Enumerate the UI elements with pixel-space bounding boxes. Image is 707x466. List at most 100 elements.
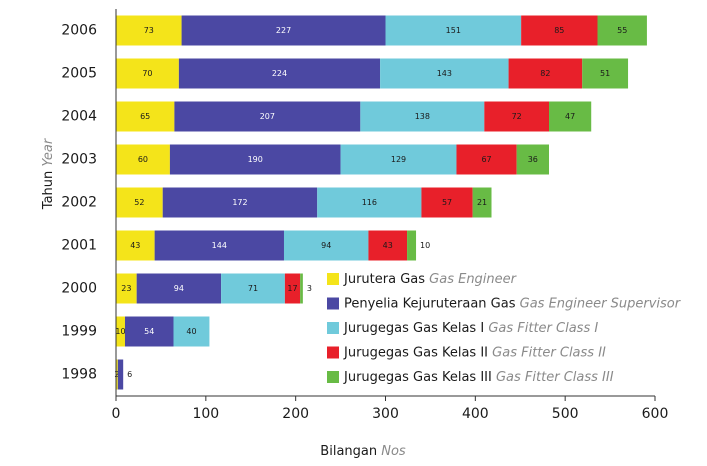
bar-segment: [300, 273, 303, 304]
value-label: 67: [481, 155, 491, 164]
value-label: 21: [477, 198, 487, 207]
value-label: 6: [127, 370, 132, 379]
legend-swatch: [327, 273, 339, 285]
x-tick-label: 600: [642, 406, 669, 422]
bar-segment: [116, 58, 179, 89]
bar-segment: [597, 15, 647, 46]
y-tick-label: 2006: [61, 23, 97, 39]
bar-segment: [284, 273, 301, 304]
bar-segment: [116, 359, 118, 390]
bar-segment: [283, 230, 369, 261]
legend-swatch: [327, 322, 339, 334]
value-label: 129: [391, 155, 406, 164]
value-label: 224: [272, 69, 287, 78]
bar-segment: [456, 144, 517, 175]
value-label: 10: [115, 327, 125, 336]
value-label: 73: [144, 26, 154, 35]
y-tick-label: 2002: [61, 195, 97, 211]
value-label: 52: [134, 198, 144, 207]
value-label: 144: [212, 241, 227, 250]
legend-name-en: Gas Engineer: [429, 272, 517, 287]
bar-segment: [116, 144, 170, 175]
bar-segment: [117, 359, 124, 390]
legend-name-en: Gas Fitter Class II: [492, 345, 606, 360]
value-label: 143: [437, 69, 452, 78]
value-label: 10: [420, 241, 430, 250]
bar-segment: [407, 230, 417, 261]
value-label: 65: [140, 112, 150, 121]
value-label: 116: [362, 198, 377, 207]
value-label: 70: [142, 69, 152, 78]
value-label: 17: [287, 284, 297, 293]
legend-entry: Penyelia Kejuruteraan Gas Gas Engineer S…: [344, 296, 682, 311]
y-tick-label: 2003: [61, 152, 97, 168]
legend-swatch: [327, 346, 339, 359]
y-label-text: Tahun: [41, 171, 56, 210]
y-tick-label: 2005: [61, 66, 97, 82]
bar-segment: [340, 144, 457, 175]
legend-name-en: Gas Engineer Supervisor: [520, 296, 682, 311]
x-label-text: Bilangan: [320, 444, 377, 459]
legend-swatch: [327, 297, 339, 310]
bar-segment: [116, 273, 137, 304]
y-tick-label: 2000: [61, 281, 97, 297]
value-label: 60: [138, 155, 148, 164]
value-label: 151: [446, 26, 461, 35]
bar-segment: [181, 15, 386, 46]
bar-segment: [116, 101, 175, 132]
y-tick-label: 1999: [61, 324, 97, 340]
value-label: 227: [276, 26, 291, 35]
bar-segment: [178, 58, 381, 89]
value-label: 23: [121, 284, 131, 293]
bar-segment: [116, 15, 182, 46]
x-axis-label: Bilangan Nos: [320, 444, 406, 459]
value-label: 40: [186, 327, 196, 336]
value-label: 138: [415, 112, 430, 121]
value-label: 94: [321, 241, 331, 250]
value-label: 94: [174, 284, 184, 293]
y-tick-label: 2001: [61, 238, 97, 254]
legend-name: Jurugegas Gas Kelas I: [343, 321, 484, 336]
legend-name-en: Gas Fitter Class III: [496, 370, 614, 385]
y-tick-label: 1998: [61, 367, 97, 383]
bar-segment: [368, 230, 408, 261]
legend-entry: Jurugegas Gas Kelas I Gas Fitter Class I: [343, 321, 598, 336]
value-label: 85: [554, 26, 564, 35]
value-label: 71: [248, 284, 258, 293]
legend-name: Jurutera Gas: [343, 272, 425, 287]
bar-segment: [385, 15, 522, 46]
x-tick-label: 300: [372, 406, 399, 422]
bar-segment: [516, 144, 549, 175]
legend-swatch: [327, 371, 339, 383]
bar-segment: [174, 101, 361, 132]
value-label: 51: [600, 69, 610, 78]
value-label: 82: [540, 69, 550, 78]
bar-segment: [484, 101, 549, 132]
value-label: 43: [130, 241, 140, 250]
y-axis-label: Tahun Year: [41, 137, 56, 210]
bar-segment: [154, 230, 284, 261]
x-label-en: Nos: [381, 444, 406, 459]
value-label: 190: [248, 155, 263, 164]
value-label: 72: [512, 112, 522, 121]
bar-segment: [136, 273, 222, 304]
bar-segment: [360, 101, 485, 132]
bar-segment: [317, 187, 422, 218]
bar-segment: [508, 58, 583, 89]
value-label: 207: [260, 112, 275, 121]
value-label: 47: [565, 112, 575, 121]
bar-segment: [116, 316, 125, 347]
bar-segment: [162, 187, 318, 218]
legend-entry: Jurugegas Gas Kelas III Gas Fitter Class…: [343, 370, 614, 385]
x-tick-label: 400: [462, 406, 489, 422]
bar-segment: [548, 101, 592, 132]
bar-segment: [116, 230, 155, 261]
value-label: 172: [232, 198, 247, 207]
x-tick-label: 200: [282, 406, 309, 422]
bar-segment: [380, 58, 509, 89]
value-label: 55: [617, 26, 627, 35]
bar-segment: [421, 187, 473, 218]
value-label: 3: [307, 284, 312, 293]
x-tick-label: 500: [552, 406, 579, 422]
legend-name: Jurugegas Gas Kelas II: [343, 345, 488, 360]
